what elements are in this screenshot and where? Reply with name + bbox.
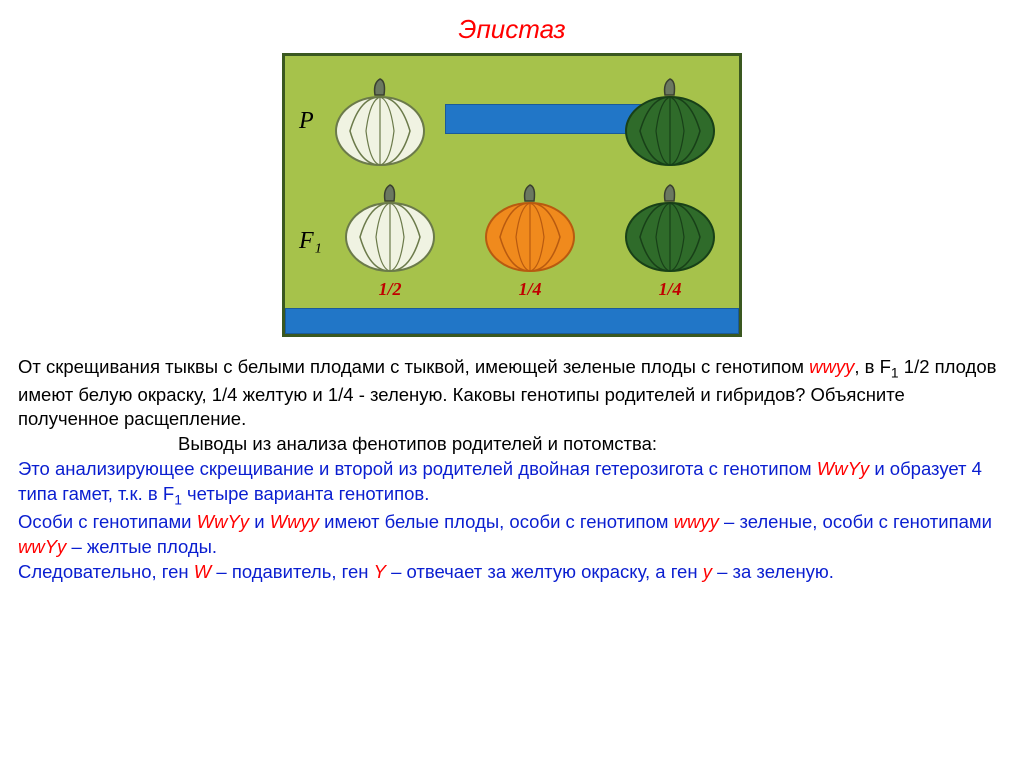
bottom-bar (285, 308, 739, 334)
paragraph-2: Выводы из анализа фенотипов родителей и … (18, 432, 1006, 457)
paragraph-4: Особи с генотипами WwYy и Wwyy имеют бел… (18, 510, 1006, 560)
text: От скрещивания тыквы с белыми плодами с … (18, 356, 809, 377)
text: – желтые плоды. (66, 536, 217, 557)
cross-diagram: P (282, 53, 742, 337)
genotype-wwyy-2: wwyy (674, 511, 719, 532)
row-label-f1: F₁ (299, 225, 335, 257)
text: имеют белые плоды, особи с генотипом (319, 511, 674, 532)
paragraph-5: Следовательно, ген W – подавитель, ген Y… (18, 560, 1006, 585)
text: Особи с генотипами (18, 511, 197, 532)
p-green-pumpkin (615, 75, 725, 167)
f1-row: F₁ 1/2 (299, 176, 725, 306)
subscript-1b: 1 (174, 492, 182, 508)
f1-orange-pumpkin: 1/4 (475, 181, 585, 301)
row-label-p: P (299, 105, 325, 137)
text: Это анализирующее скрещивание и второй и… (18, 458, 817, 479)
genotype-Wwyy: Wwyy (270, 511, 319, 532)
genotype-wwYy: wwYy (18, 536, 66, 557)
ratio-2: 1/4 (518, 277, 541, 301)
gene-W: W (194, 561, 211, 582)
text: , в F (854, 356, 891, 377)
p-white-pumpkin (325, 75, 435, 167)
body-text: От скрещивания тыквы с белыми плодами с … (0, 355, 1024, 585)
genotype-WwYy: WwYy (817, 458, 869, 479)
ratio-3: 1/4 (658, 277, 681, 301)
text: и (249, 511, 270, 532)
parent-row: P (299, 66, 725, 176)
ratio-1: 1/2 (378, 277, 401, 301)
text: – подавитель, ген (211, 561, 373, 582)
genotype-wwyy: wwyy (809, 356, 854, 377)
text: – за зеленую. (712, 561, 834, 582)
text: четыре варианта генотипов. (182, 483, 429, 504)
text: – отвечает за желтую окраску, а ген (386, 561, 703, 582)
genotype-WwYy-2: WwYy (197, 511, 249, 532)
page-title: Эпистаз (0, 0, 1024, 53)
text: – зеленые, особи с генотипами (719, 511, 992, 532)
text: Следовательно, ген (18, 561, 194, 582)
f1-white-pumpkin: 1/2 (335, 181, 445, 301)
gene-y: y (703, 561, 712, 582)
gene-Y: Y (374, 561, 386, 582)
f1-green-pumpkin: 1/4 (615, 181, 725, 301)
paragraph-3: Это анализирующее скрещивание и второй и… (18, 457, 1006, 509)
paragraph-1: От скрещивания тыквы с белыми плодами с … (18, 355, 1006, 432)
subscript-1: 1 (891, 365, 899, 381)
